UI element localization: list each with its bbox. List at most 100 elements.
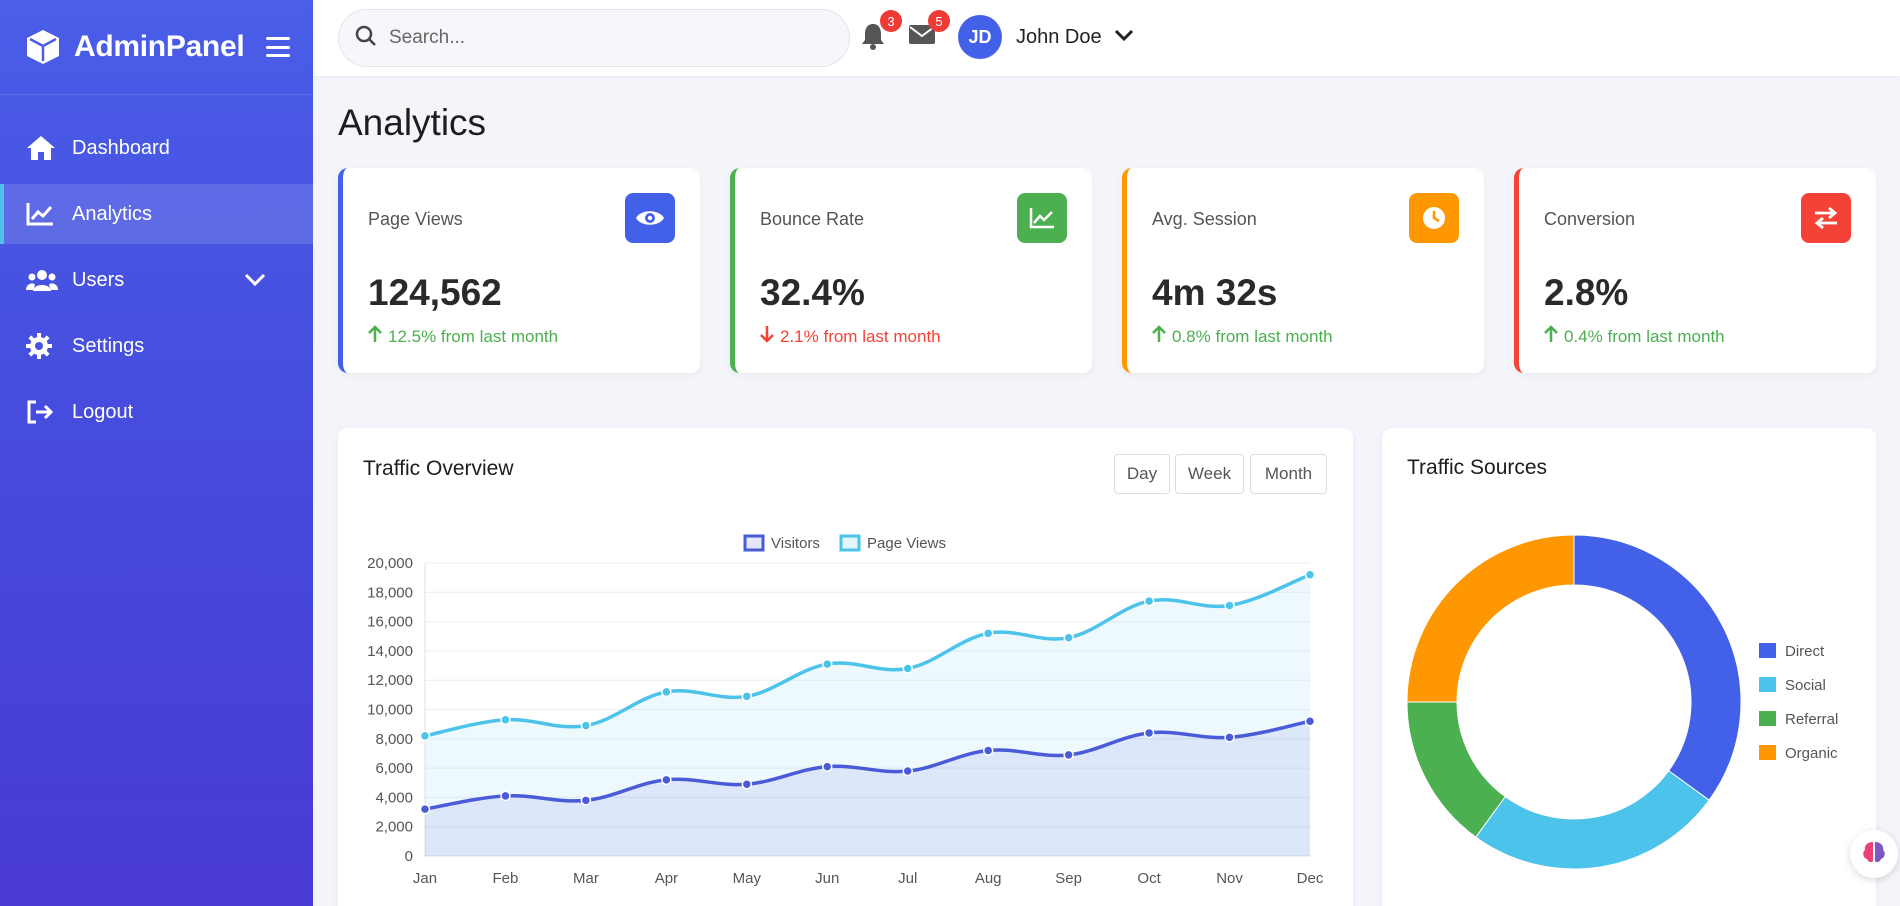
range-day-button[interactable]: Day — [1114, 454, 1170, 494]
y-tick-label: 6,000 — [375, 760, 413, 777]
series-area-1 — [425, 574, 1310, 856]
stat-label: Page Views — [368, 209, 463, 229]
assistant-button[interactable] — [1850, 830, 1898, 878]
messages-button[interactable]: 5 — [908, 10, 950, 52]
stat-card-page-views: Page Views 124,562 12.5% from last month — [338, 168, 700, 373]
envelope-icon — [908, 25, 936, 50]
stat-value: 124,562 — [368, 272, 502, 313]
stat-card-avg-session: Avg. Session 4m 32s 0.8% from last month — [1122, 168, 1484, 373]
y-tick-label: 0 — [405, 848, 413, 865]
data-point — [1143, 727, 1155, 739]
y-tick-label: 10,000 — [367, 702, 413, 719]
sidebar-item-label: Users — [72, 268, 125, 291]
range-month-button[interactable]: Month — [1250, 454, 1327, 494]
stat-change-text: 2.1% from last month — [780, 326, 941, 346]
sidebar-item-users[interactable]: Users — [0, 250, 313, 310]
stat-card-conversion: Conversion 2.8% 0.4% from last month — [1514, 168, 1876, 373]
chevron-down-icon[interactable] — [244, 270, 266, 293]
data-point — [741, 778, 753, 790]
traffic-sources-card: Traffic Sources Direct Social Referral Orga… — [1382, 428, 1876, 906]
eye-icon — [625, 193, 675, 243]
user-name: John Doe — [1016, 25, 1102, 48]
notifications-button[interactable]: 3 — [860, 10, 902, 52]
user-menu[interactable]: JD John Doe — [958, 15, 1134, 59]
data-point — [419, 803, 431, 815]
data-point — [982, 628, 994, 639]
x-tick-label: May — [733, 870, 762, 887]
data-point — [902, 663, 913, 674]
clock-icon — [1409, 193, 1459, 243]
sidebar-item-dashboard[interactable]: Dashboard — [0, 118, 313, 178]
donut-slice-social — [1475, 770, 1710, 870]
stat-change: 0.4% from last month — [1544, 325, 1725, 348]
sidebar-item-label: Settings — [72, 334, 145, 357]
legend-swatch — [1759, 745, 1776, 760]
stat-value: 2.8% — [1544, 272, 1629, 313]
data-point — [1304, 715, 1316, 727]
data-point — [982, 745, 994, 756]
legend-label: Referral — [1785, 711, 1838, 728]
traffic-line-chart: 0 2,000 4,000 6,000 8,000 10,000 12,000 14,000 1… — [367, 534, 1324, 887]
arrow-down-icon — [760, 325, 774, 348]
sidebar-item-analytics[interactable]: Analytics — [0, 184, 313, 244]
exchange-icon — [1801, 193, 1851, 243]
x-tick-label: Aug — [975, 870, 1002, 887]
hamburger-menu-icon[interactable] — [266, 37, 291, 57]
data-point — [822, 761, 833, 772]
messages-badge: 5 — [928, 10, 950, 32]
range-week-button[interactable]: Week — [1175, 454, 1244, 494]
logout-icon — [26, 398, 58, 426]
series-line-1 — [424, 573, 1311, 738]
legend-label: Social — [1785, 677, 1826, 694]
chevron-down-icon — [1114, 28, 1134, 47]
legend-swatch — [1759, 677, 1776, 692]
cube-logo-icon — [24, 28, 62, 66]
y-tick-label: 20,000 — [367, 555, 413, 572]
avatar: JD — [958, 15, 1002, 59]
y-tick-label: 16,000 — [367, 614, 413, 631]
stat-label: Conversion — [1544, 209, 1636, 229]
sidebar-item-logout[interactable]: Logout — [0, 382, 313, 442]
x-tick-label: Nov — [1216, 870, 1243, 887]
card-title: Traffic Sources — [1407, 456, 1548, 479]
legend-swatch — [1759, 711, 1776, 726]
data-point — [500, 790, 511, 802]
notifications-badge: 3 — [880, 10, 902, 32]
data-point — [661, 774, 672, 786]
y-tick-label: 12,000 — [367, 672, 413, 689]
traffic-sources-donut-chart: Direct Social Referral Organic — [1406, 534, 1838, 870]
sidebar: AdminPanel Dashboard Analytics Users — [0, 0, 313, 906]
data-point — [661, 686, 672, 698]
data-point — [1143, 595, 1155, 607]
donut-slice-direct — [1573, 534, 1742, 801]
stat-change-text: 0.8% from last month — [1172, 326, 1333, 346]
x-tick-label: Jun — [815, 870, 839, 887]
legend-label: Page Views — [867, 535, 946, 552]
data-point — [1224, 732, 1235, 743]
search-input[interactable] — [389, 27, 809, 49]
legend-swatch — [743, 534, 765, 552]
legend-label: Organic — [1785, 745, 1838, 762]
search-box — [338, 9, 850, 67]
x-tick-label: Dec — [1297, 870, 1324, 887]
card-title: Traffic Overview — [363, 457, 514, 480]
sidebar-item-label: Dashboard — [72, 136, 170, 159]
sidebar-item-settings[interactable]: Settings — [0, 316, 313, 376]
chart-line-icon — [26, 200, 58, 228]
donut-slice-referral — [1406, 701, 1506, 838]
x-tick-label: Sep — [1055, 870, 1082, 887]
x-tick-label: Oct — [1137, 870, 1161, 887]
legend-label: Direct — [1785, 643, 1825, 660]
brand: AdminPanel — [0, 0, 313, 95]
x-tick-label: Mar — [573, 870, 599, 887]
data-point — [902, 765, 913, 777]
stat-value: 4m 32s — [1152, 272, 1278, 313]
legend-label: Visitors — [771, 535, 820, 552]
data-point — [419, 730, 431, 742]
x-tick-label: Jul — [898, 870, 917, 887]
y-tick-label: 2,000 — [375, 819, 413, 836]
arrow-up-icon — [368, 325, 382, 348]
brand-name: AdminPanel — [74, 30, 245, 63]
sidebar-nav: Dashboard Analytics Users Settings — [0, 118, 313, 442]
data-point — [1063, 749, 1074, 761]
